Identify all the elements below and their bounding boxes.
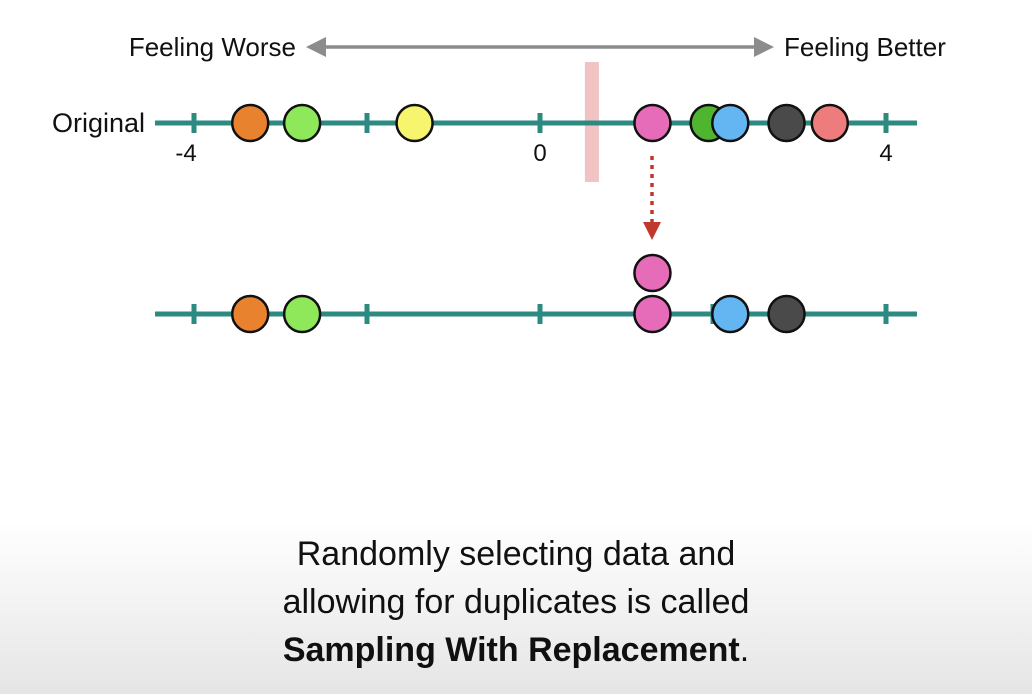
data-point	[633, 103, 672, 143]
data-point	[282, 294, 322, 334]
arrowhead-left-icon	[306, 37, 326, 57]
caption-term: Sampling With Replacement	[282, 631, 740, 669]
data-point	[633, 253, 672, 293]
caption-period: .	[739, 631, 750, 669]
tick-label: 4	[879, 140, 892, 167]
arrowhead-right-icon	[754, 37, 774, 57]
original-row: Original -4 0 4	[52, 62, 917, 182]
data-point	[767, 103, 806, 143]
tick-label: -4	[175, 140, 196, 167]
caption-line-1: Randomly selecting data and	[296, 535, 736, 573]
caption-line-3: Sampling With Replacement.	[0, 626, 1032, 674]
feeling-better-label: Feeling Better	[784, 32, 946, 62]
data-point	[230, 103, 270, 143]
data-point	[810, 103, 850, 143]
data-point	[633, 294, 672, 334]
sampling-diagram: Feeling Worse Feeling Better Original -4…	[52, 32, 946, 334]
data-point	[711, 103, 750, 143]
resample-row	[155, 253, 917, 334]
feeling-worse-label: Feeling Worse	[129, 32, 296, 62]
feeling-scale: Feeling Worse Feeling Better	[129, 32, 946, 62]
selection-arrow	[643, 156, 661, 240]
data-point	[395, 103, 434, 143]
data-point	[282, 103, 322, 143]
caption-line-2: allowing for duplicates is called	[282, 583, 750, 621]
caption: Randomly selecting data and allowing for…	[0, 530, 1032, 674]
selection-arrowhead-icon	[643, 222, 661, 240]
data-point	[767, 294, 806, 334]
original-label: Original	[52, 108, 145, 138]
data-point	[230, 294, 270, 334]
data-point	[711, 294, 750, 334]
tick-label: 0	[533, 140, 546, 167]
